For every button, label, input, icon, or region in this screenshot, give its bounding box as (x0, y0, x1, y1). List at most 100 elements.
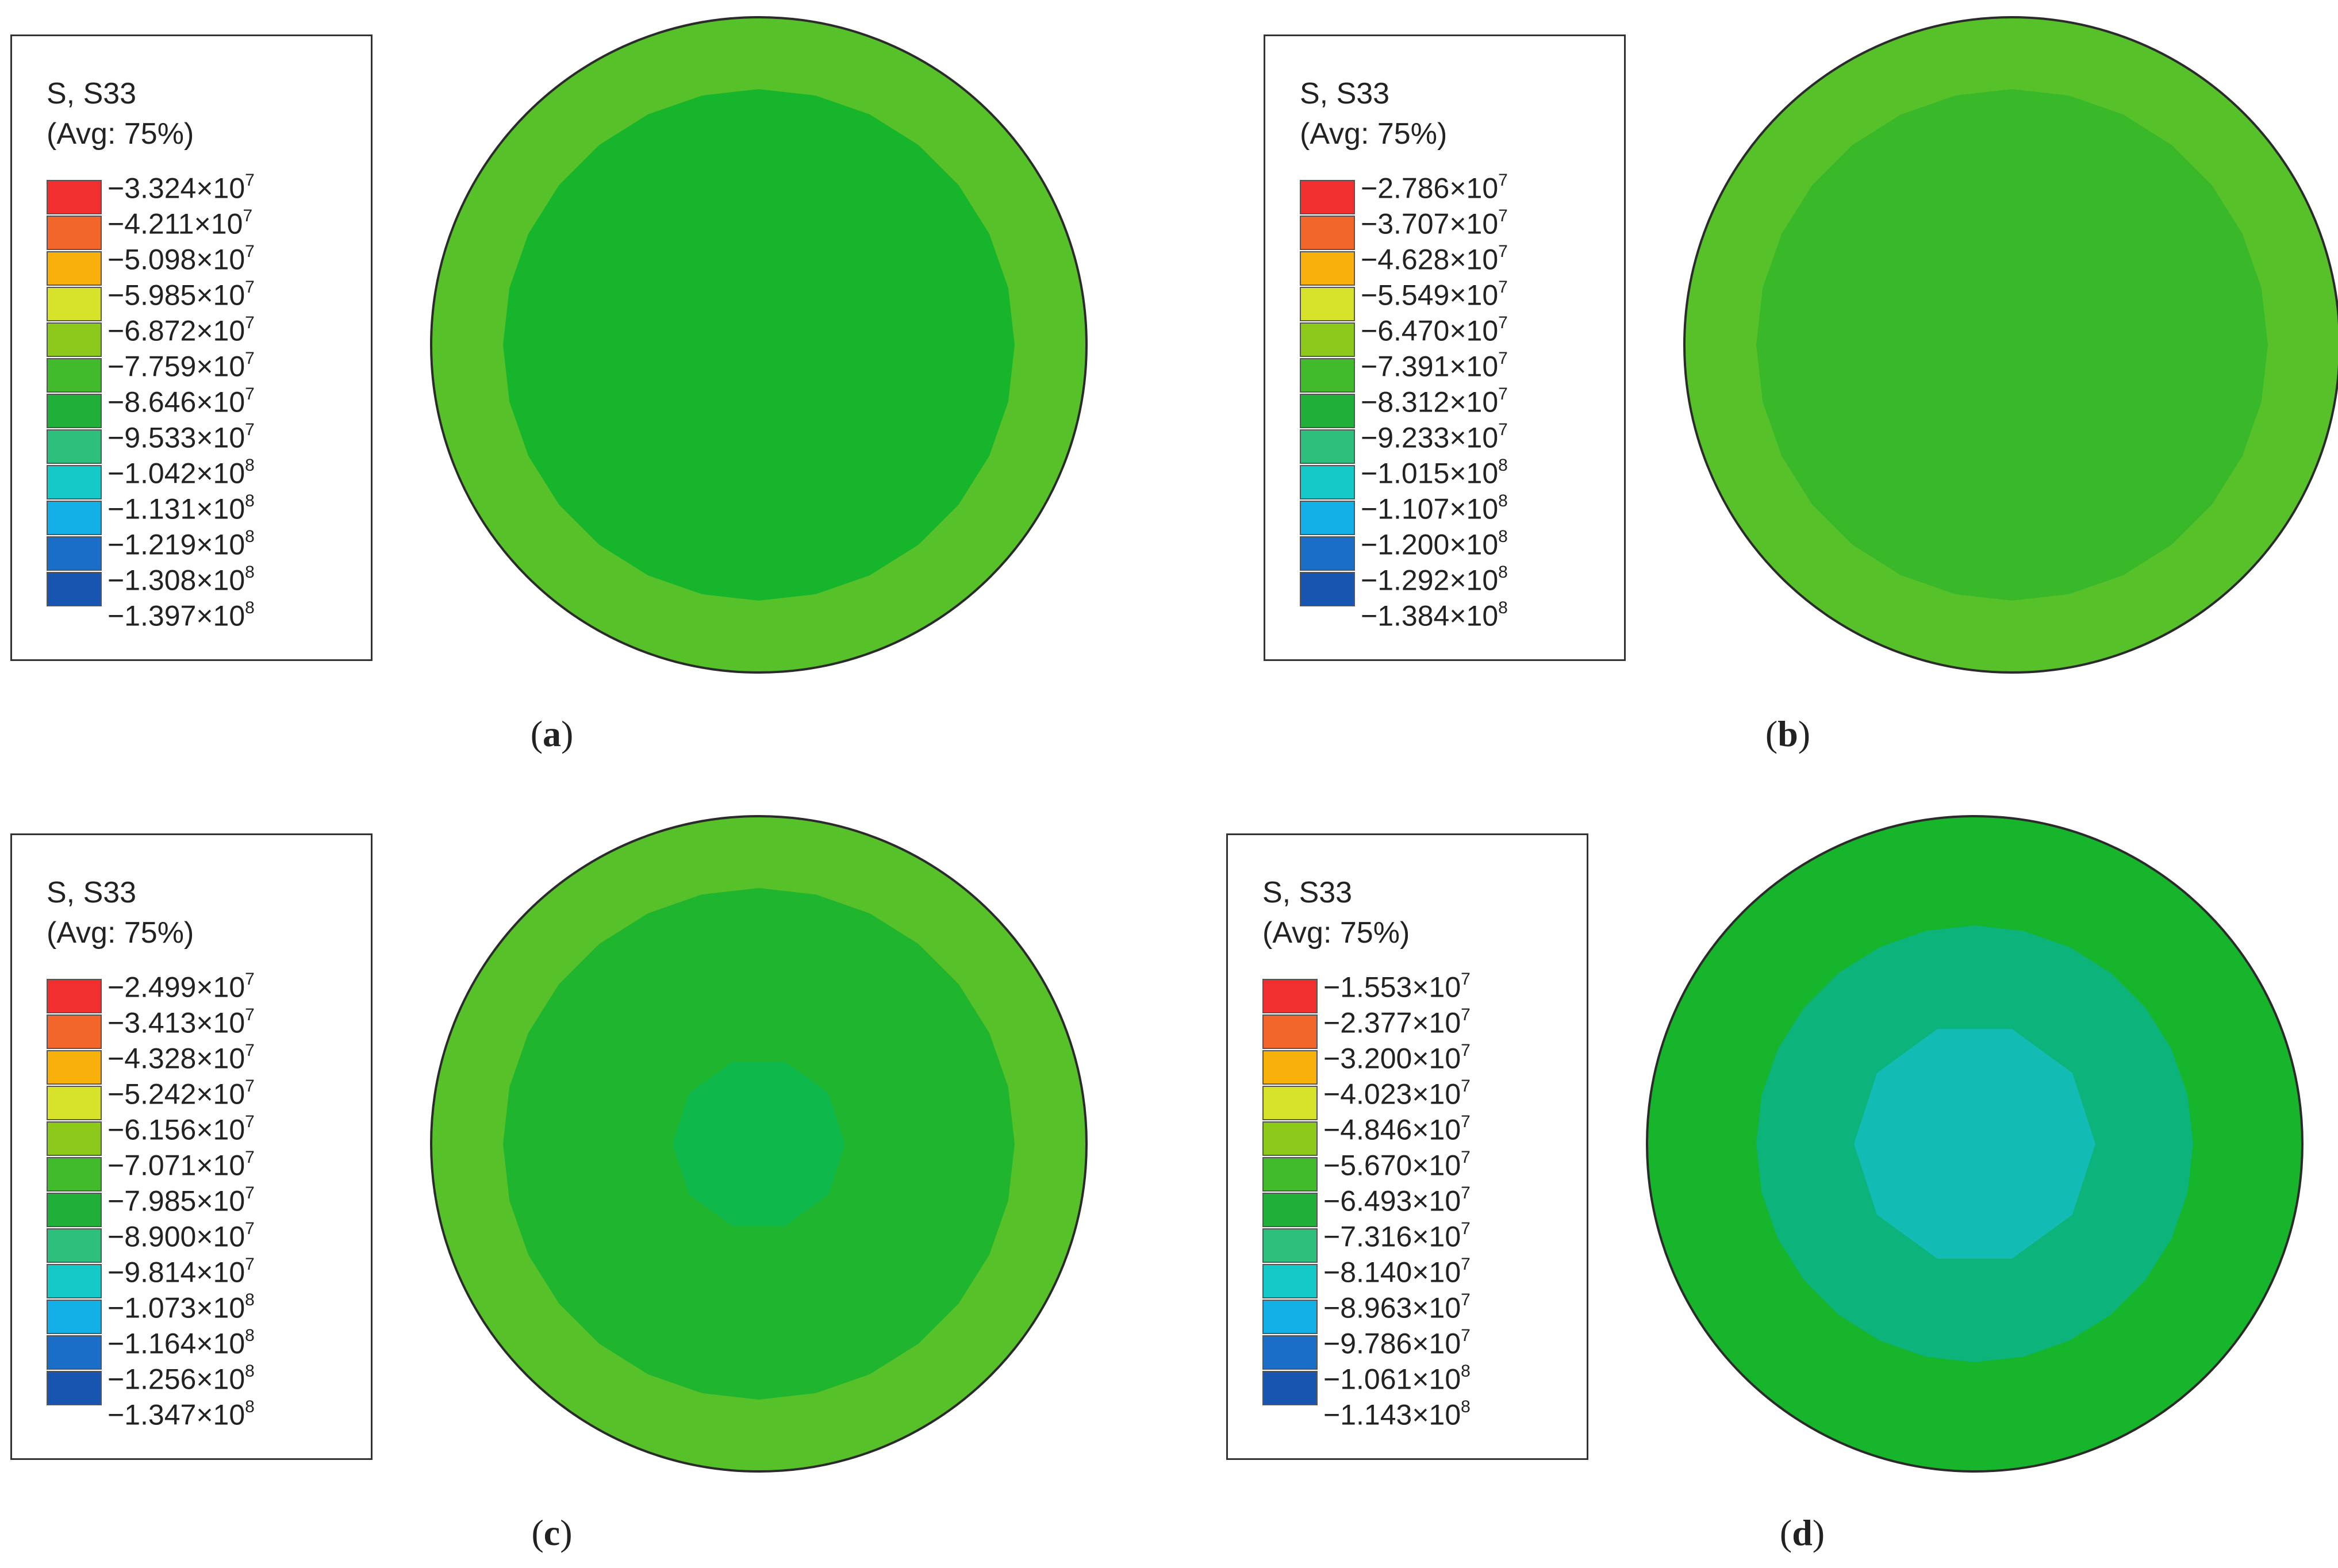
caption: (c) (531, 1512, 573, 1553)
legend-tick-label: −3.324×107 (108, 171, 255, 205)
legend-swatch (47, 536, 102, 571)
legend-subtitle: (Avg: 75%) (1300, 117, 1448, 151)
caption: (b) (1765, 713, 1811, 754)
contour-inner-region (1756, 89, 2268, 601)
legend: S, S33 (Avg: 75%) −3.324×107 −4.211×107 −5… (10, 34, 373, 661)
legend-tick-label: −1.143×108 (1323, 1397, 1471, 1431)
legend-swatch (1300, 322, 1355, 357)
legend-tick-label: −1.015×108 (1361, 456, 1508, 490)
contour-plot (430, 815, 1088, 1473)
legend-swatch (47, 1157, 102, 1192)
legend-swatch (1262, 1335, 1318, 1370)
legend-tick-label: −3.707×107 (1361, 206, 1508, 240)
legend-swatch (1262, 1264, 1318, 1298)
legend-swatch (47, 501, 102, 535)
panel-b: S, S33 (Avg: 75%) −2.786×107 −3.707×107 −4… (1253, 0, 2338, 764)
legend-swatch (47, 979, 102, 1013)
legend-swatch (47, 1335, 102, 1370)
legend-swatch (47, 322, 102, 357)
legend-tick-label: −5.242×107 (108, 1077, 255, 1110)
legend-swatch (1300, 180, 1355, 214)
contour-plot (1683, 16, 2338, 674)
legend-tick-label: −8.900×107 (108, 1219, 255, 1253)
legend-swatch (47, 358, 102, 393)
contour-plot (1646, 815, 2304, 1473)
legend-swatch (47, 429, 102, 464)
legend-swatch (1300, 429, 1355, 464)
legend-swatch (47, 394, 102, 428)
legend-tick-label: −9.233×107 (1361, 420, 1508, 454)
caption: (d) (1779, 1512, 1825, 1553)
legend-swatch (1300, 465, 1355, 499)
legend-swatch (47, 1086, 102, 1120)
legend-title: S, S33 (47, 77, 137, 110)
legend-swatch (47, 287, 102, 321)
legend-swatch (1262, 1050, 1318, 1085)
legend: S, S33 (Avg: 75%) −1.553×107 −2.377×107 −3… (1226, 833, 1588, 1460)
legend-tick-label: −7.759×107 (108, 349, 255, 383)
legend-swatch (1300, 501, 1355, 535)
contour-plot (430, 16, 1088, 674)
legend-tick-label: −5.549×107 (1361, 278, 1508, 312)
legend-tick-label: −6.493×107 (1323, 1183, 1471, 1217)
legend: S, S33 (Avg: 75%) −2.499×107 −3.413×107 −4… (10, 833, 373, 1460)
legend-swatch (47, 180, 102, 214)
legend-tick-label: −8.646×107 (108, 385, 255, 418)
legend-tick-label: −6.156×107 (108, 1112, 255, 1146)
legend-subtitle: (Avg: 75%) (1262, 916, 1410, 950)
legend-tick-label: −1.200×108 (1361, 527, 1508, 561)
legend-swatch (47, 1121, 102, 1156)
legend-swatch (1262, 1086, 1318, 1120)
legend-swatch (1300, 216, 1355, 250)
legend-tick-label: −4.628×107 (1361, 242, 1508, 276)
legend-tick-label: −2.786×107 (1361, 171, 1508, 205)
legend: S, S33 (Avg: 75%) −2.786×107 −3.707×107 −4… (1264, 34, 1626, 661)
legend-swatch (47, 465, 102, 499)
legend-swatch (1300, 394, 1355, 428)
caption: (a) (530, 713, 574, 754)
legend-swatch (47, 1228, 102, 1263)
legend-tick-label: −1.073×108 (108, 1290, 255, 1324)
legend-tick-label: −4.211×107 (108, 206, 253, 240)
legend-tick-label: −6.872×107 (108, 313, 255, 347)
legend-tick-label: −8.312×107 (1361, 385, 1508, 418)
legend-tick-label: −1.308×108 (108, 563, 255, 597)
legend-swatch (1262, 1193, 1318, 1227)
legend-tick-label: −3.413×107 (108, 1005, 255, 1039)
legend-tick-label: −1.061×108 (1323, 1362, 1471, 1396)
legend-tick-label: −2.377×107 (1323, 1005, 1471, 1039)
legend-swatch (1262, 1228, 1318, 1263)
legend-tick-label: −6.470×107 (1361, 313, 1508, 347)
legend-swatch (47, 1050, 102, 1085)
legend-tick-label: −1.042×108 (108, 456, 255, 490)
legend-tick-label: −8.963×107 (1323, 1290, 1471, 1324)
legend-tick-label: −1.553×107 (1323, 970, 1471, 1004)
legend-tick-label: −2.499×107 (108, 970, 255, 1004)
legend-tick-label: −5.985×107 (108, 278, 255, 312)
legend-tick-label: −1.292×108 (1361, 563, 1508, 597)
legend-tick-label: −1.164×108 (108, 1326, 255, 1360)
legend-tick-label: −9.533×107 (108, 420, 255, 454)
legend-tick-label: −1.219×108 (108, 527, 255, 561)
legend-title: S, S33 (1300, 77, 1390, 110)
legend-tick-label: −9.814×107 (108, 1255, 255, 1289)
legend-swatch (1262, 1121, 1318, 1156)
legend-tick-label: −7.985×107 (108, 1183, 255, 1217)
legend-tick-label: −8.140×107 (1323, 1255, 1471, 1289)
legend-tick-label: −4.023×107 (1323, 1077, 1471, 1110)
legend-swatch (47, 216, 102, 250)
legend-tick-label: −4.328×107 (108, 1041, 255, 1075)
legend-tick-label: −1.256×108 (108, 1362, 255, 1396)
panel-a: S, S33 (Avg: 75%) −3.324×107 −4.211×107 −5… (0, 0, 1092, 764)
legend-title: S, S33 (1262, 876, 1353, 909)
legend-tick-label: −7.071×107 (108, 1148, 255, 1182)
contour-inner-region (673, 1062, 845, 1226)
legend-swatch (1300, 287, 1355, 321)
legend-tick-label: −4.846×107 (1323, 1112, 1471, 1146)
panel-d: S, S33 (Avg: 75%) −1.553×107 −2.377×107 −3… (1216, 799, 2308, 1563)
legend-subtitle: (Avg: 75%) (47, 117, 194, 151)
legend-swatch (47, 1300, 102, 1334)
legend-swatch (1262, 1014, 1318, 1049)
legend-tick-label: −1.384×108 (1361, 598, 1508, 632)
legend-tick-label: −1.131×108 (108, 491, 255, 525)
